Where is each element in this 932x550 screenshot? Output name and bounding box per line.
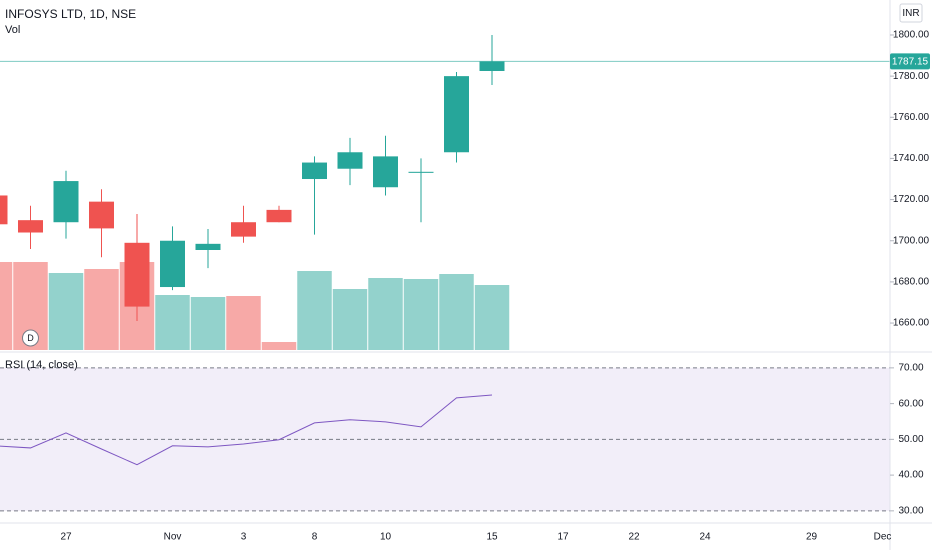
plot-area: D (0, 34, 890, 512)
candle-body (18, 220, 43, 233)
x-tick-label: 8 (312, 532, 318, 543)
volume-bar (368, 278, 403, 350)
candle-body (444, 76, 469, 153)
candle-body (195, 243, 221, 250)
volume-bar (261, 342, 297, 350)
x-tick-label: Nov (164, 532, 182, 543)
candle-body (408, 171, 434, 173)
x-tick-label: 15 (486, 532, 498, 543)
last-price-box (890, 53, 930, 70)
candle-body (53, 181, 79, 223)
volume-bar (190, 297, 226, 350)
candle-body (302, 162, 327, 180)
currency-box[interactable] (899, 3, 923, 23)
x-tick-label: Dec (874, 532, 892, 543)
candle-body (231, 222, 256, 237)
candle-body (89, 201, 114, 229)
volume-bar (226, 296, 261, 350)
y-tick-label: 1660.00 (893, 318, 930, 329)
rsi-label: RSI (14, close) (5, 359, 78, 371)
y-tick-label: 1760.00 (893, 112, 930, 123)
candle-body (124, 242, 150, 307)
rsi-line (0, 394, 493, 466)
x-tick-label: 29 (806, 532, 818, 543)
rsi-y-tick-label: 50.00 (898, 434, 923, 445)
y-tick-label: 1800.00 (893, 30, 930, 41)
volume-bar (403, 279, 439, 350)
rsi-y-tick-label: 60.00 (898, 398, 923, 409)
rsi-y-tick-label: 40.00 (898, 470, 923, 481)
currency-label[interactable]: INR (902, 8, 919, 19)
rsi-y-tick-label: 70.00 (898, 363, 923, 374)
x-tick-label: 22 (628, 532, 640, 543)
candle-body (266, 209, 292, 223)
volume-label: Vol (5, 24, 20, 36)
event-marker (22, 329, 39, 347)
x-tick-label: 27 (60, 532, 72, 543)
candle-body (0, 195, 8, 225)
volume-bar (297, 271, 332, 350)
volume-bar (0, 262, 13, 350)
volume-bar (332, 289, 368, 350)
candle-body (373, 156, 398, 188)
candle-body (337, 152, 363, 169)
y-tick-label: 1780.00 (893, 71, 930, 82)
x-tick-label: 24 (699, 532, 711, 543)
volume-bar (48, 273, 84, 350)
x-tick-label: 10 (380, 532, 392, 543)
rsi-y-tick-label: 30.00 (898, 505, 923, 516)
x-tick-label: 3 (241, 532, 247, 543)
last-price-label: 1787.15 (892, 57, 929, 68)
volume-bar (155, 295, 190, 350)
chart-title: INFOSYS LTD, 1D, NSE (5, 7, 136, 21)
y-tick-label: 1700.00 (893, 235, 930, 246)
event-marker-label: D (27, 333, 34, 343)
y-tick-label: 1740.00 (893, 153, 930, 164)
y-tick-label: 1720.00 (893, 194, 930, 205)
x-tick-label: 17 (557, 532, 569, 543)
candle-body (479, 61, 505, 71)
volume-bar (84, 269, 119, 350)
volume-bar (474, 285, 510, 350)
y-tick-label: 1680.00 (893, 277, 930, 288)
candle-body (160, 240, 185, 288)
volume-bar (439, 274, 474, 350)
